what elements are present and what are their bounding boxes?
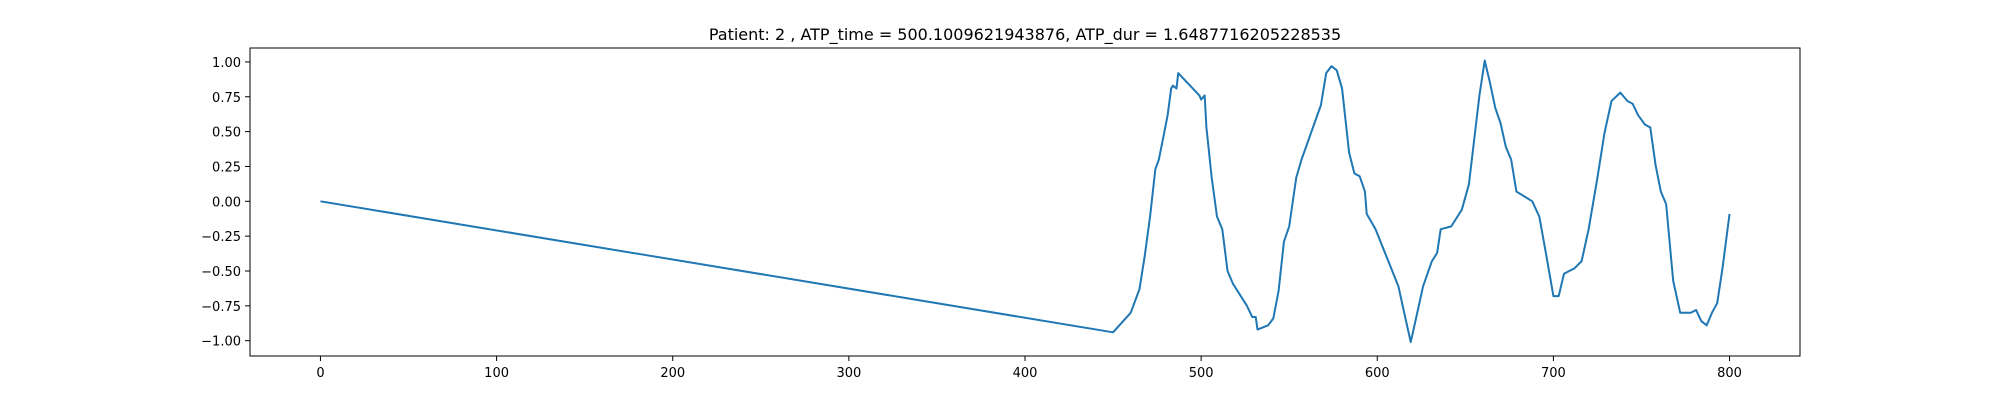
x-tick-label: 700 <box>1541 366 1566 381</box>
x-tick-label: 800 <box>1717 366 1742 381</box>
x-tick-label: 0 <box>316 366 324 381</box>
x-tick-label: 500 <box>1189 366 1214 381</box>
chart-title: Patient: 2 , ATP_time = 500.100962194387… <box>709 25 1341 45</box>
y-tick-label: −1.00 <box>201 335 241 350</box>
plot-frame <box>249 47 1801 357</box>
y-tick-label: 0.50 <box>212 126 241 141</box>
y-tick-label: 0.00 <box>212 195 241 210</box>
y-tick-label: 1.00 <box>212 56 241 71</box>
data-line <box>320 59 1731 344</box>
y-tick-label: 0.25 <box>212 160 241 175</box>
y-tick-label: −0.50 <box>201 265 241 280</box>
y-tick-label: 0.75 <box>212 91 241 106</box>
y-tick-label: −0.75 <box>201 300 241 315</box>
x-tick-label: 400 <box>1013 366 1038 381</box>
x-tick-label: 100 <box>484 366 509 381</box>
x-tick-label: 300 <box>836 366 861 381</box>
x-tick-label: 600 <box>1365 366 1390 381</box>
x-tick-label: 200 <box>660 366 685 381</box>
y-tick-label: −0.25 <box>201 230 241 245</box>
